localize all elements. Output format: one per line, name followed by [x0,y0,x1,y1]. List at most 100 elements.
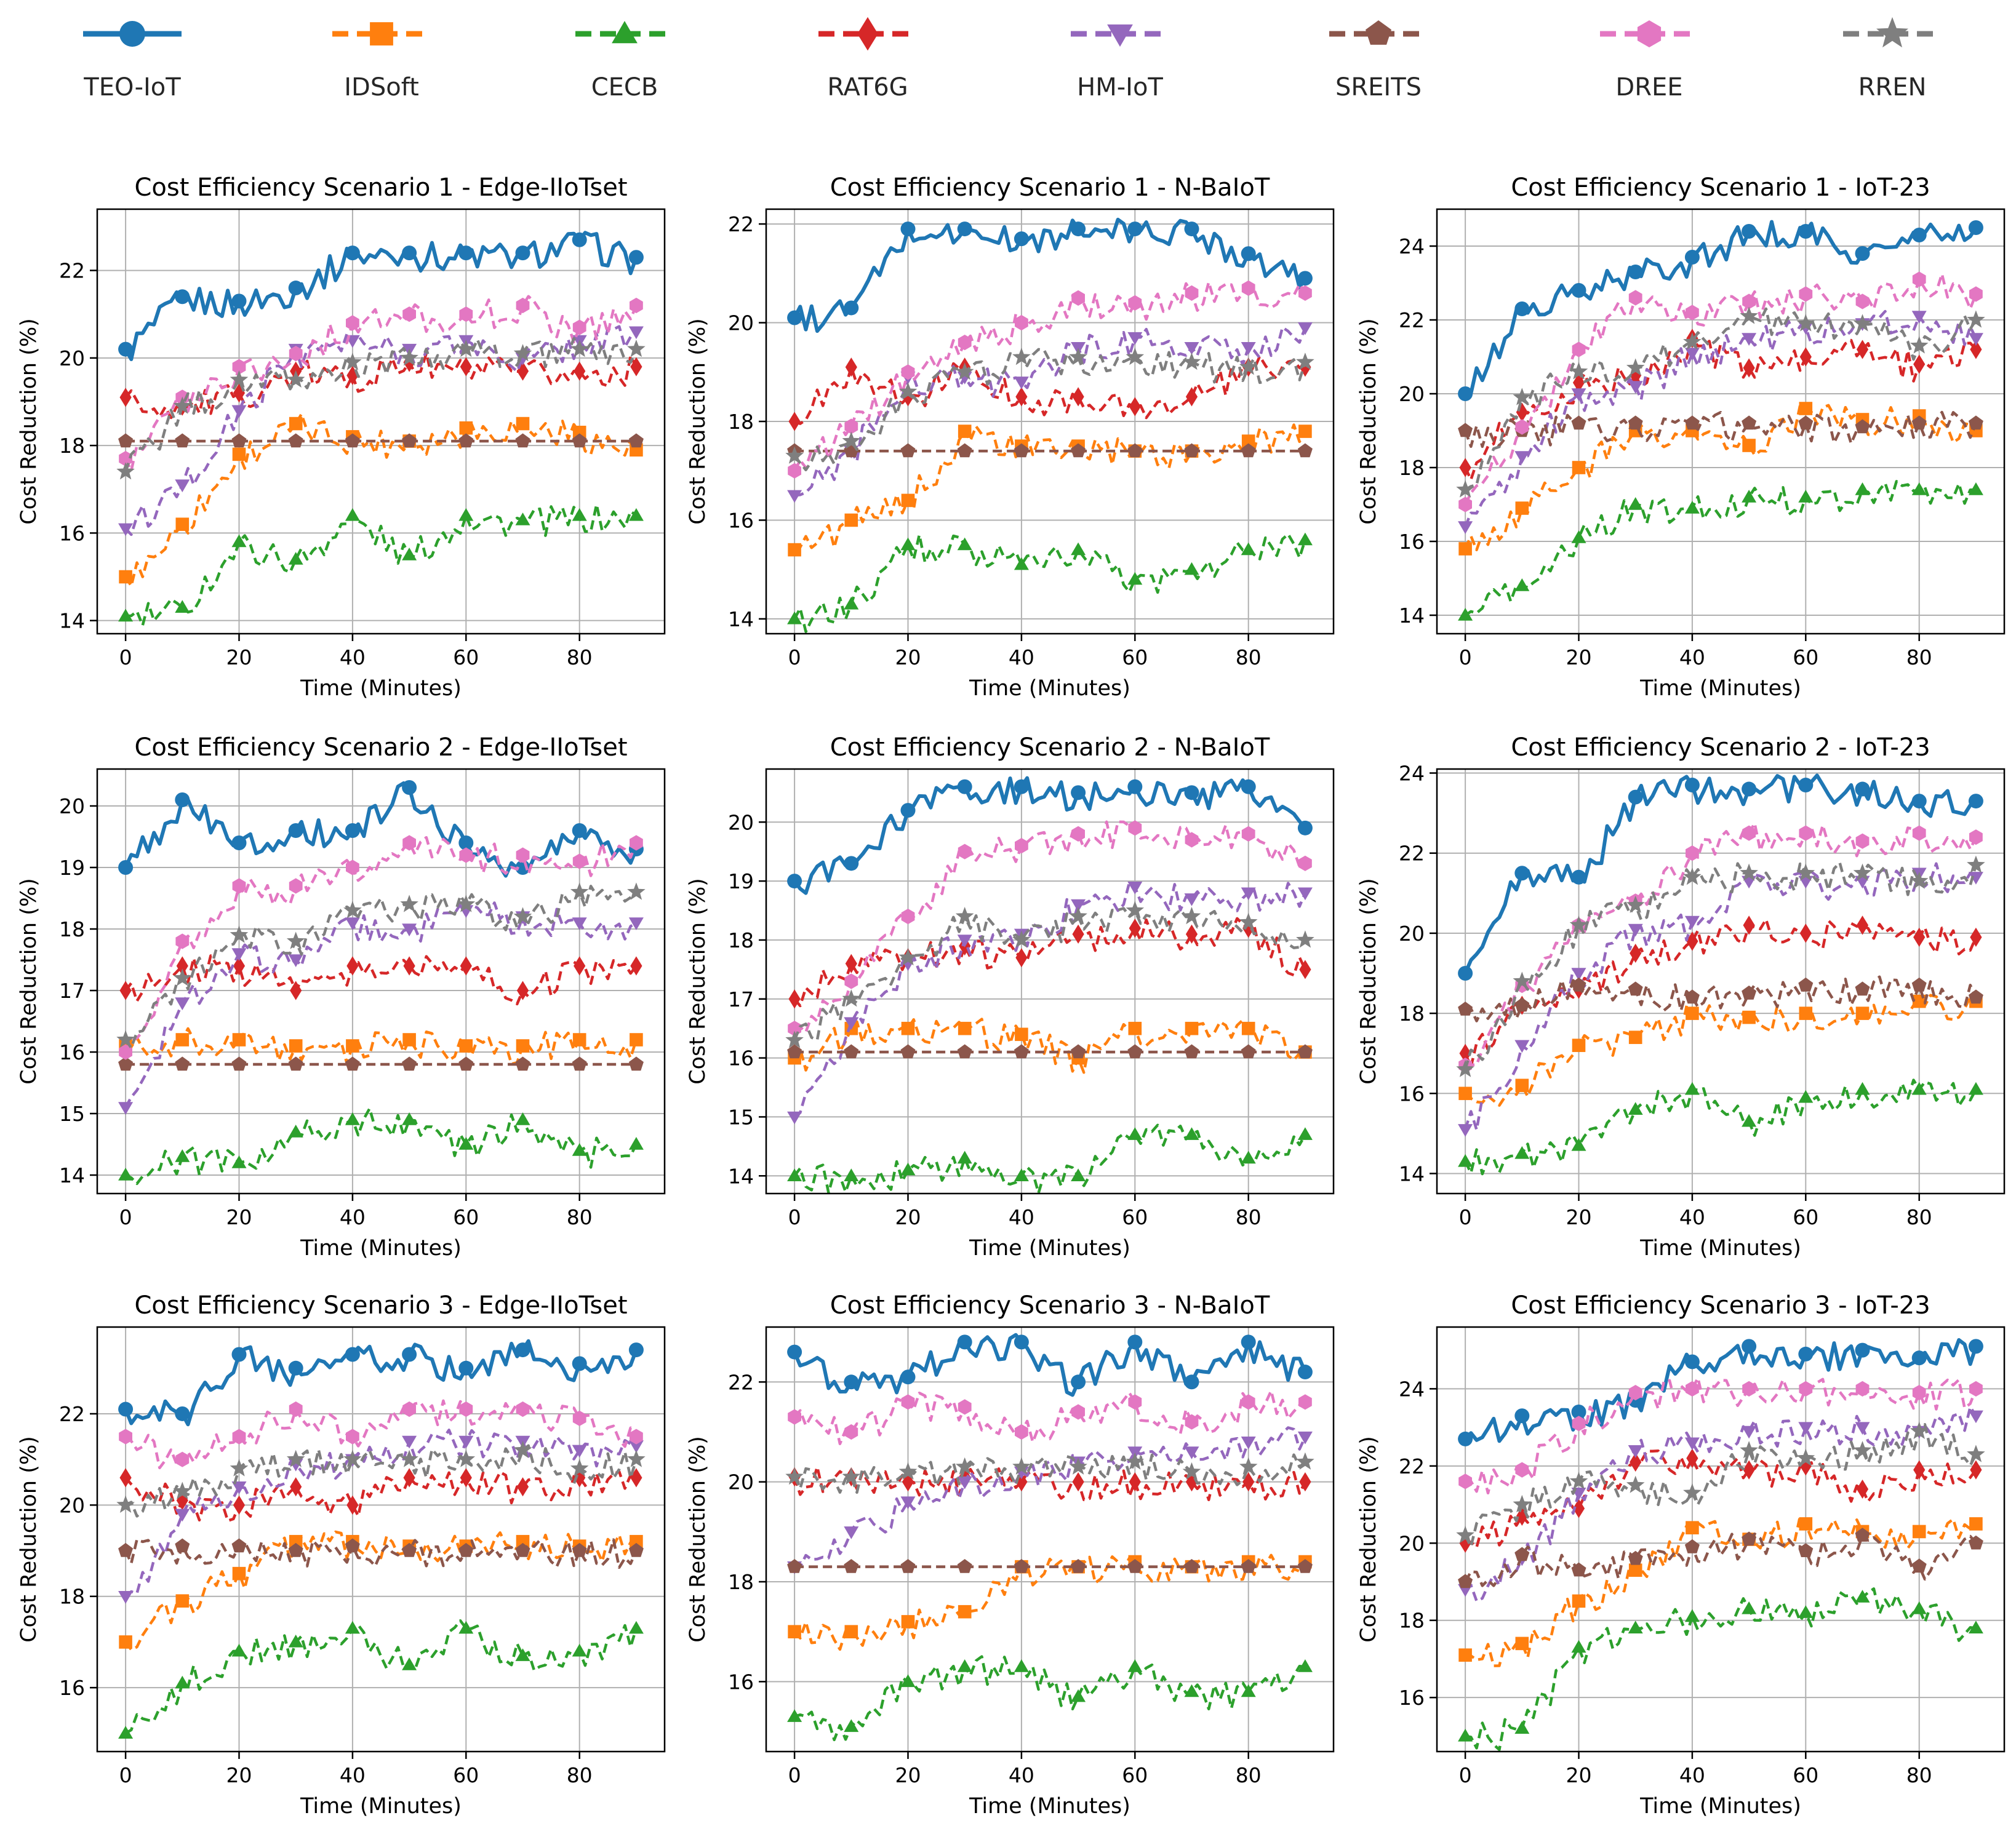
data-point-rat6g [1015,948,1028,968]
legend-label: CECB [591,73,658,102]
data-point-hm-iot [1798,875,1814,889]
data-point-hm-iot [231,1481,247,1494]
data-point-rat6g [233,1495,246,1515]
data-point-teo-iot [1911,1350,1927,1366]
data-point-dree [1128,295,1142,311]
series-line-cecb [793,1123,1306,1194]
data-point-idsoft [1458,542,1472,556]
series-line-rren [793,907,1306,1042]
y-tick-label: 16 [59,1676,85,1700]
series-sreits [1458,410,1983,449]
chart-panel-9: 0 20 40 60 80 16 18 20 22 24 Cost Efficiency Scena… [1356,1291,2006,1819]
data-point-rat6g [902,387,914,407]
data-point-rat6g [1913,1460,1926,1480]
data-point-cecb [1855,1590,1870,1603]
data-point-idsoft [232,1566,246,1581]
series-line-cecb [1464,480,1976,616]
y-tick-label: 20 [1399,922,1425,946]
data-point-sreits [844,1559,859,1573]
data-point-dree [1071,290,1085,306]
data-point-sreits [1458,1574,1473,1589]
y-tick-label: 20 [59,346,85,370]
data-point-cecb [175,1675,190,1689]
data-point-hm-iot [1742,333,1757,346]
series-line-hm-iot [124,1429,637,1598]
grid [766,209,1334,634]
series-teo-iot [118,231,644,361]
data-point-idsoft [1458,1648,1472,1662]
data-point-teo-iot [1968,220,1983,235]
data-point-rren [1796,863,1815,881]
data-point-hm-iot [628,917,644,930]
data-point-idsoft [1742,1010,1756,1024]
data-point-teo-iot [628,250,644,265]
data-point-rren [400,1449,418,1467]
data-point-teo-iot [1184,785,1199,800]
series-rat6g [788,1465,1311,1502]
y-tick-label: 16 [59,1040,85,1064]
data-point-rat6g [516,1477,529,1497]
data-point-rren [1126,901,1145,919]
series-cecb [787,532,1313,633]
legend-label: IDSoft [344,73,419,102]
data-point-hm-iot [1911,311,1927,324]
data-point-sreits [1855,981,1870,996]
data-point-teo-iot [1014,231,1029,247]
data-point-rat6g [574,361,586,381]
data-point-rren [785,446,804,464]
data-point-rren [1967,1445,1985,1462]
data-point-rat6g [1970,1460,1982,1480]
data-point-sreits [1071,1044,1086,1059]
data-point-cecb [957,1150,972,1164]
series-line-idsoft [794,423,1306,551]
x-tick-label: 0 [1459,1763,1472,1787]
data-point-sreits [1241,443,1256,458]
data-point-rren [457,1449,476,1467]
data-point-teo-iot [844,1374,859,1390]
data-point-idsoft [1799,402,1813,415]
data-point-cecb [1628,497,1643,510]
data-point-dree [232,878,246,894]
legend-marker-rren [1876,17,1908,48]
series-rren [1456,855,1985,1077]
legend-item-teo-iot: TEO-IoT [83,21,182,102]
data-point-rat6g [1072,387,1084,407]
data-point-dree [175,1451,190,1467]
x-tick-label: 60 [1793,645,1818,669]
data-point-rren [286,1449,305,1467]
data-point-rat6g [460,1468,472,1488]
data-point-sreits [628,1542,644,1557]
data-point-rren [898,948,918,966]
data-point-teo-iot [402,245,417,261]
grid [97,209,665,634]
data-point-cecb [118,1726,134,1739]
series-dree [119,295,643,472]
series-hm-iot [787,322,1313,503]
y-axis-label: Cost Reduction (%) [686,1436,710,1643]
data-point-rren [1569,1472,1588,1489]
series-teo-iot [787,776,1313,895]
data-point-rat6g [1015,387,1028,407]
data-point-rat6g [1799,347,1812,367]
series-line-teo-iot [1463,1338,1978,1443]
data-point-rat6g [788,412,801,431]
data-point-rren [1626,895,1645,913]
data-point-hm-iot [1684,1437,1700,1451]
data-point-rat6g [346,1495,359,1515]
data-point-sreits [515,1542,530,1557]
data-point-idsoft [630,1534,643,1549]
data-point-dree [516,1401,530,1417]
data-point-rat6g [1970,340,1982,359]
data-point-rat6g [1459,458,1471,477]
data-point-rren [1296,1452,1314,1470]
data-point-rren [513,1440,532,1458]
data-point-sreits [787,1044,802,1059]
chart-panel-5: 0 20 40 60 80 14 15 16 17 18 19 20 Cost Efficiency S… [686,733,1335,1261]
data-point-sreits [1184,1044,1199,1059]
data-point-rren [343,1449,362,1467]
series-line-idsoft [793,1553,1306,1651]
data-point-cecb [118,608,134,622]
data-point-dree [1015,314,1028,331]
y-tick-label: 16 [728,1047,754,1070]
data-point-hm-iot [1742,875,1757,889]
